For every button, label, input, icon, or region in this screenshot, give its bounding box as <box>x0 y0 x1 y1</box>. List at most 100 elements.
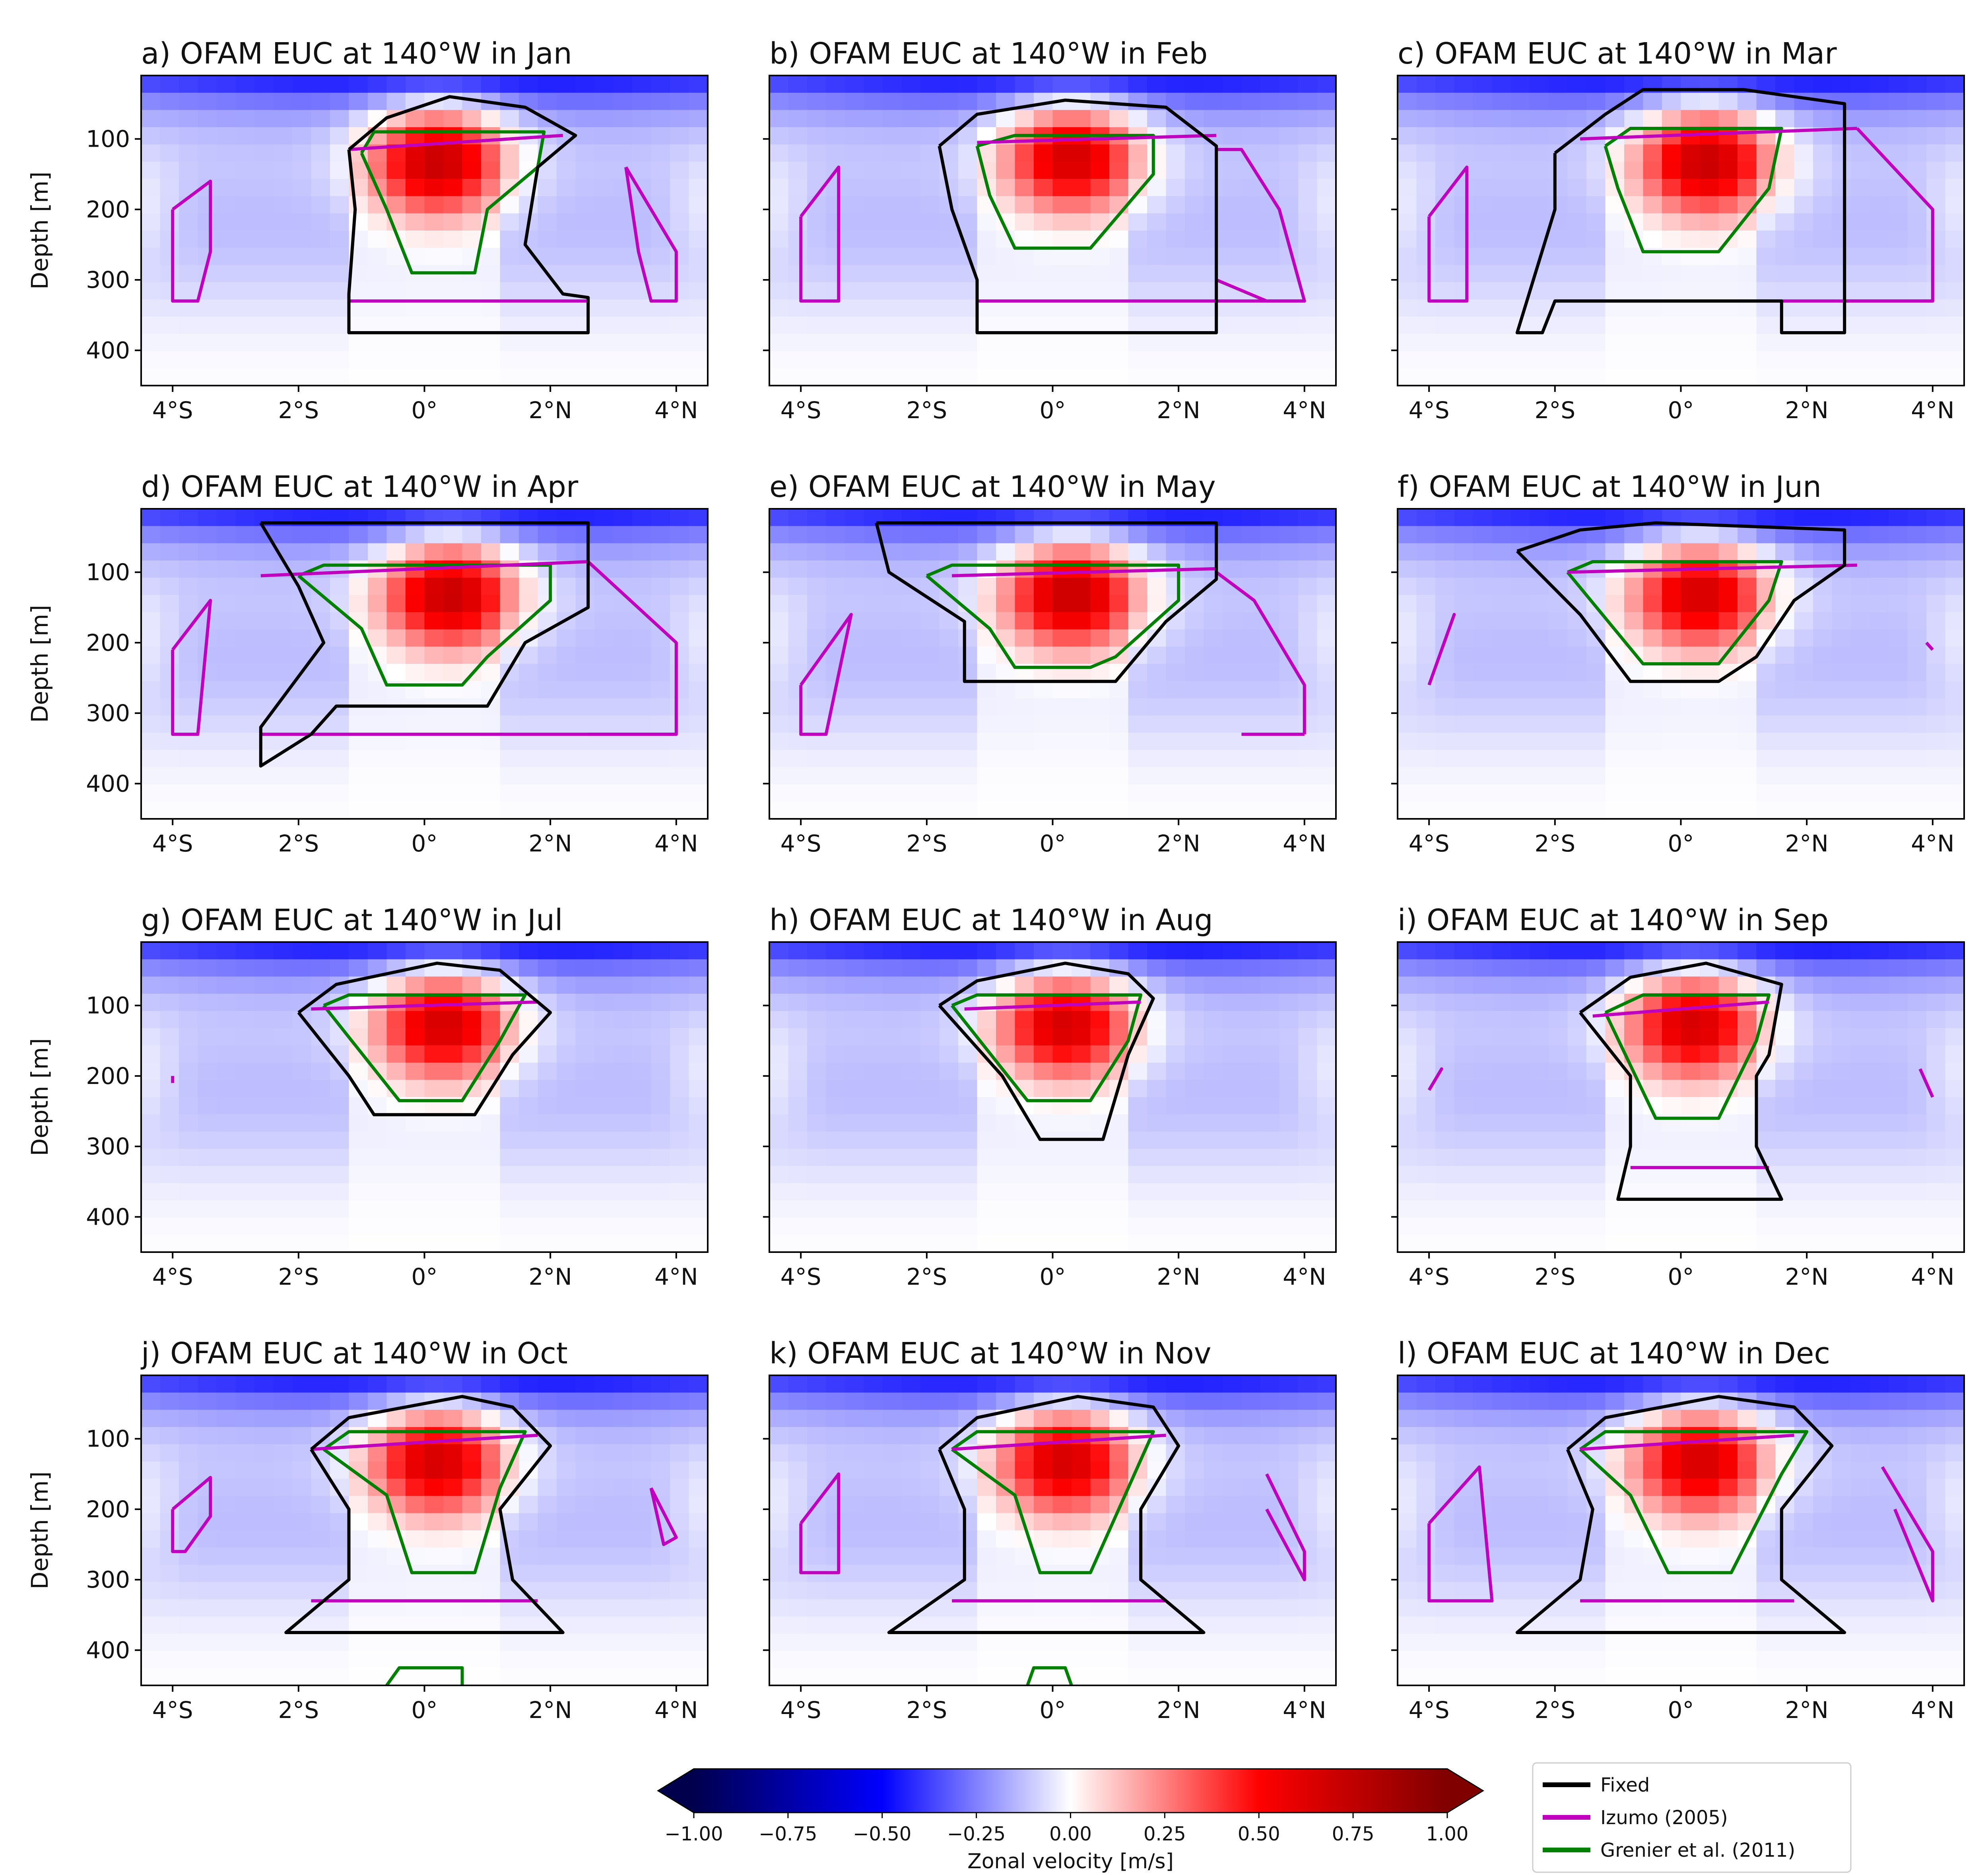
heatmap-cell <box>1435 110 1455 128</box>
heatmap-cell <box>1279 976 1299 994</box>
heatmap-cell <box>920 976 940 994</box>
heatmap-cell <box>1851 161 1870 179</box>
heatmap-cell <box>845 282 864 300</box>
heatmap-cell <box>1435 213 1455 231</box>
heatmap-cell <box>996 784 1015 802</box>
heatmap-cell <box>160 248 179 266</box>
heatmap-cell <box>670 248 689 266</box>
heatmap-cell <box>1147 265 1167 283</box>
heatmap-cell <box>845 664 864 682</box>
heatmap-cell <box>1681 801 1700 819</box>
x-tick-label: 0° <box>1668 397 1694 424</box>
heatmap-cell <box>1813 801 1833 819</box>
heatmap-cell <box>500 942 519 960</box>
heatmap-cell <box>594 1011 614 1029</box>
heatmap-cell <box>368 1028 387 1046</box>
heatmap-cell <box>424 1183 444 1201</box>
y-axis-label: Depth [m] <box>26 1038 53 1156</box>
heatmap-cell <box>613 1097 633 1115</box>
heatmap-cell <box>1416 1011 1436 1029</box>
heatmap-cell <box>769 196 789 214</box>
heatmap-cell <box>198 1114 217 1132</box>
heatmap-cell <box>519 664 538 682</box>
heatmap-cell <box>443 976 463 994</box>
heatmap-cell <box>1317 959 1336 977</box>
heatmap-cell <box>462 1131 481 1149</box>
heatmap-cell <box>1700 681 1719 699</box>
heatmap-cell <box>864 1011 883 1029</box>
heatmap-cell <box>807 1080 827 1097</box>
heatmap-cell <box>198 767 217 785</box>
heatmap-cell <box>1109 612 1129 630</box>
heatmap-cell <box>939 784 959 802</box>
heatmap-cell <box>1473 767 1493 785</box>
heatmap-cell <box>179 76 198 93</box>
heatmap-cell <box>1738 1131 1757 1149</box>
heatmap-cell <box>1435 509 1455 527</box>
heatmap-cell <box>632 578 652 595</box>
heatmap-cell <box>141 801 161 819</box>
heatmap-cell <box>481 76 501 93</box>
heatmap-cell <box>1223 248 1242 266</box>
heatmap-cell <box>273 976 293 994</box>
heatmap-cell <box>1700 161 1719 179</box>
heatmap-cell <box>845 316 864 334</box>
heatmap-cell <box>920 1183 940 1201</box>
heatmap-cell <box>769 1028 789 1046</box>
heatmap-cell <box>769 595 789 613</box>
heatmap-cell <box>1586 1183 1606 1201</box>
heatmap-cell <box>1454 1149 1474 1167</box>
heatmap-cell <box>1128 664 1147 682</box>
heatmap-cell <box>1317 144 1336 162</box>
heatmap-cell <box>481 248 501 266</box>
heatmap-cell <box>1398 578 1417 595</box>
heatmap-cell <box>1223 144 1242 162</box>
heatmap-cell <box>557 1149 576 1167</box>
heatmap-cell <box>939 750 959 768</box>
heatmap-cell <box>769 715 789 733</box>
heatmap-cell <box>1511 681 1530 699</box>
heatmap-cell <box>292 681 312 699</box>
heatmap-cell <box>670 161 689 179</box>
heatmap-cell <box>901 526 921 544</box>
heatmap-cell <box>1166 526 1185 544</box>
heatmap-cell <box>1662 767 1681 785</box>
heatmap-cell <box>1775 248 1795 266</box>
heatmap-cell <box>1756 509 1776 527</box>
heatmap-cell <box>141 942 161 960</box>
heatmap-cell <box>273 959 293 977</box>
heatmap-cell <box>443 213 463 231</box>
heatmap-cell <box>1454 1200 1474 1218</box>
heatmap-cell <box>1530 1097 1549 1115</box>
heatmap-cell <box>1549 646 1568 664</box>
heatmap-cell <box>1052 976 1072 994</box>
heatmap-cell <box>1223 231 1242 248</box>
heatmap-cell <box>1109 265 1129 283</box>
heatmap-cell <box>406 1218 425 1235</box>
heatmap-cell <box>613 1045 633 1063</box>
heatmap-cell <box>1889 368 1908 386</box>
heatmap-cell <box>807 801 827 819</box>
heatmap-cell <box>1511 127 1530 145</box>
heatmap-cell <box>1511 265 1530 283</box>
heatmap-cell <box>1567 681 1587 699</box>
heatmap-cell <box>235 1166 255 1184</box>
heatmap-cell <box>632 1097 652 1115</box>
heatmap-cell <box>1775 942 1795 960</box>
heatmap-cell <box>864 144 883 162</box>
heatmap-cell <box>519 1097 538 1115</box>
y-tick-label: 300 <box>86 1133 130 1160</box>
heatmap-cell <box>632 784 652 802</box>
heatmap-cell <box>1034 526 1053 544</box>
heatmap-cell <box>1166 733 1185 750</box>
heatmap-cell <box>788 179 808 197</box>
heatmap-cell <box>217 1200 236 1218</box>
heatmap-cell <box>788 1218 808 1235</box>
heatmap-cell <box>1870 942 1889 960</box>
heatmap-cell <box>864 282 883 300</box>
heatmap-cell <box>1889 316 1908 334</box>
heatmap-cell <box>1718 1114 1738 1132</box>
heatmap-cell <box>1718 334 1738 352</box>
heatmap-cell <box>1549 1045 1568 1063</box>
heatmap-cell <box>1775 1114 1795 1132</box>
